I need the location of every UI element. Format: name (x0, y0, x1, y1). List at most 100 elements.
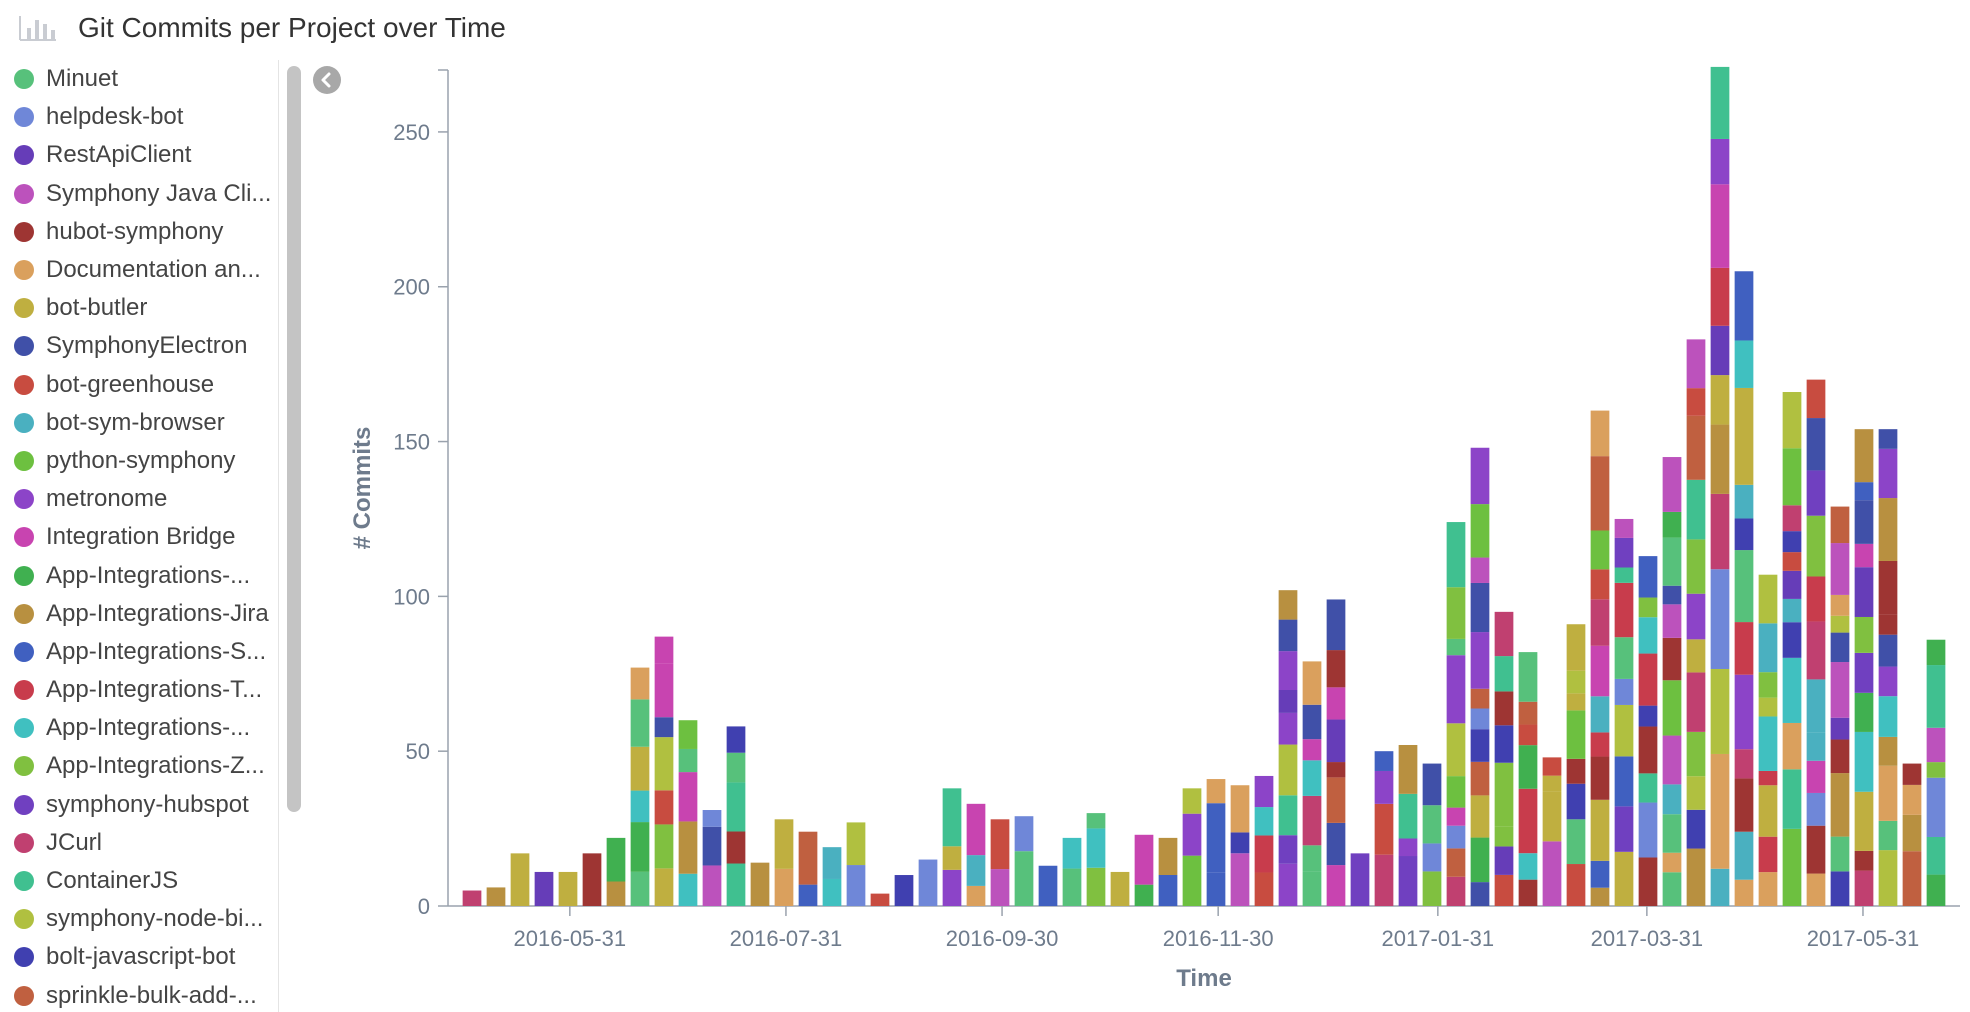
legend-item[interactable]: sprinkle-bulk-add-... (0, 977, 278, 1012)
legend-item[interactable]: SymphonyElectron (0, 327, 278, 365)
legend-item[interactable]: App-Integrations-... (0, 709, 278, 747)
legend-item[interactable]: ContainerJS (0, 862, 278, 900)
legend-color-swatch (14, 909, 34, 930)
legend-item[interactable]: App-Integrations-Z... (0, 747, 278, 785)
legend-item[interactable]: App-Integrations-... (0, 556, 278, 594)
bar-segment (1734, 831, 1754, 880)
legend-color-swatch (14, 794, 34, 815)
legend-color-swatch (14, 641, 34, 662)
legend-item[interactable]: App-Integrations-T... (0, 671, 278, 709)
legend-item[interactable]: helpdesk-bot (0, 98, 278, 136)
legend-item[interactable]: python-symphony (0, 442, 278, 480)
legend-color-swatch (14, 69, 34, 90)
bar-segment (1590, 530, 1610, 570)
bar-segment (1590, 860, 1610, 888)
bar-segment (1638, 857, 1658, 906)
bar-segment (1710, 66, 1730, 139)
bar-segment (1566, 710, 1586, 759)
legend-item[interactable]: bot-greenhouse (0, 366, 278, 404)
legend-item[interactable]: App-Integrations-S... (0, 633, 278, 671)
bar-segment (1230, 853, 1250, 906)
legend-item[interactable]: App-Integrations-Jira (0, 595, 278, 633)
bar-segment (1782, 570, 1802, 599)
bar-segment (1446, 776, 1466, 808)
bar-segment (606, 837, 626, 882)
bar-segment (702, 810, 722, 827)
legend-label: App-Integrations-... (46, 561, 251, 589)
bar-segment (1782, 392, 1802, 449)
legend-item[interactable]: Documentation an... (0, 251, 278, 289)
bar-segment (1542, 841, 1562, 906)
legend-item[interactable]: bolt-javascript-bot (0, 938, 278, 976)
bar-segment (1662, 784, 1682, 815)
bar-segment (1374, 770, 1394, 804)
bar-segment (1662, 537, 1682, 586)
bar-segment (1830, 632, 1850, 663)
legend-item[interactable]: symphony-node-bi... (0, 900, 278, 938)
bar-segment (1470, 837, 1490, 883)
bar-segment (1590, 569, 1610, 600)
bar-segment (1086, 867, 1106, 906)
bar-segment (1806, 576, 1826, 622)
bar-segment (1806, 825, 1826, 874)
bar-segment (1542, 791, 1562, 842)
legend-label: helpdesk-bot (46, 103, 184, 131)
legend-item[interactable]: bot-sym-browser (0, 404, 278, 442)
bar-segment (1590, 696, 1610, 733)
legend-scrollbar[interactable] (287, 66, 301, 812)
legend-item[interactable]: metronome (0, 480, 278, 518)
bar-segment (846, 822, 866, 866)
bar-segment (1254, 835, 1274, 873)
bar-segment (1710, 493, 1730, 570)
bar-segment (1566, 624, 1586, 671)
bar-segment (1758, 872, 1778, 906)
bar-segment (1326, 822, 1346, 866)
bar-segment (1782, 657, 1802, 723)
legend-item[interactable]: symphony-hubspot (0, 786, 278, 824)
bar-segment (1710, 325, 1730, 376)
legend-item[interactable]: bot-butler (0, 289, 278, 327)
bar-segment (1734, 271, 1754, 341)
bar-segment (1566, 819, 1586, 865)
legend-item[interactable]: Integration Bridge (0, 518, 278, 556)
bar-segment (1758, 623, 1778, 673)
bar-segment (1470, 708, 1490, 730)
bar-segment (1830, 739, 1850, 774)
bar-segment (1806, 679, 1826, 733)
bar-segment (1686, 639, 1706, 673)
bar-segment (1830, 543, 1850, 595)
bar-segment (1374, 751, 1394, 771)
legend-label: App-Integrations-Jira (46, 599, 269, 627)
legend-label: ContainerJS (46, 867, 179, 895)
legend-color-swatch (14, 145, 34, 166)
bar-segment (1662, 585, 1682, 605)
legend-item[interactable]: JCurl (0, 824, 278, 862)
legend-label: RestApiClient (46, 141, 192, 169)
legend-label: App-Integrations-S... (46, 637, 267, 665)
bar-segment (1494, 611, 1514, 657)
legend-label: symphony-hubspot (46, 790, 249, 818)
bar-segment (726, 726, 746, 753)
bar-segment (1758, 672, 1778, 698)
bar-segment (1782, 622, 1802, 658)
bar-segment (678, 821, 698, 874)
collapse-legend-button[interactable] (313, 66, 341, 94)
legend-item[interactable]: hubot-symphony (0, 213, 278, 251)
bar-segment (1494, 826, 1514, 847)
bar-segment (1014, 816, 1034, 852)
legend-item[interactable]: Symphony Java Cli... (0, 175, 278, 213)
bar-segment (1470, 882, 1490, 906)
bar-segment (1446, 522, 1466, 588)
chart-header: Git Commits per Project over Time (0, 0, 1970, 60)
legend-item[interactable]: RestApiClient (0, 136, 278, 174)
bar-segment (1878, 736, 1898, 766)
legend-item[interactable]: Minuet (0, 60, 278, 98)
bar-segment (1710, 753, 1730, 869)
bar-segment (1638, 705, 1658, 727)
bar-segment (1806, 732, 1826, 761)
bar-segment (1686, 388, 1706, 416)
bar-segment (1542, 775, 1562, 792)
bar-segment (1446, 723, 1466, 777)
legend-color-swatch (14, 450, 34, 471)
bar-segment (1854, 482, 1874, 501)
